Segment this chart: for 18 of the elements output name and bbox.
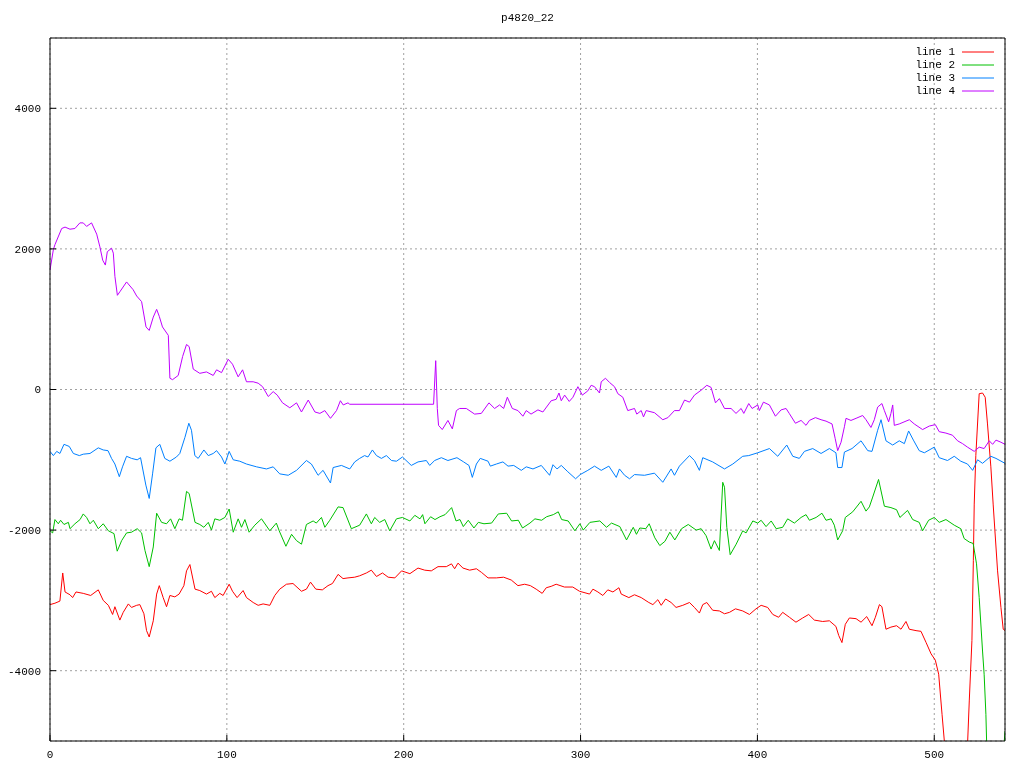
x-tick-label: 200 — [393, 748, 414, 761]
y-tick-label: -2000 — [7, 525, 41, 538]
y-tick-label: -4000 — [7, 665, 41, 678]
chart-title: p4820_22 — [500, 12, 555, 25]
y-tick-label: 4000 — [14, 103, 41, 116]
line-series — [50, 222, 1005, 452]
x-tick-label: 400 — [747, 748, 768, 761]
y-tick-label: 0 — [34, 384, 41, 397]
legend-label: line 1 — [915, 45, 955, 58]
legend-label: line 2 — [915, 58, 955, 71]
x-tick-label: 500 — [924, 748, 945, 761]
line-series — [50, 419, 1005, 499]
legend-label: line 3 — [915, 71, 955, 84]
legend-label: line 4 — [915, 84, 955, 97]
x-tick-label: 0 — [46, 748, 54, 761]
x-tick-label: 300 — [570, 748, 591, 761]
y-tick-label: 2000 — [14, 243, 41, 256]
x-tick-label: 100 — [216, 748, 237, 761]
